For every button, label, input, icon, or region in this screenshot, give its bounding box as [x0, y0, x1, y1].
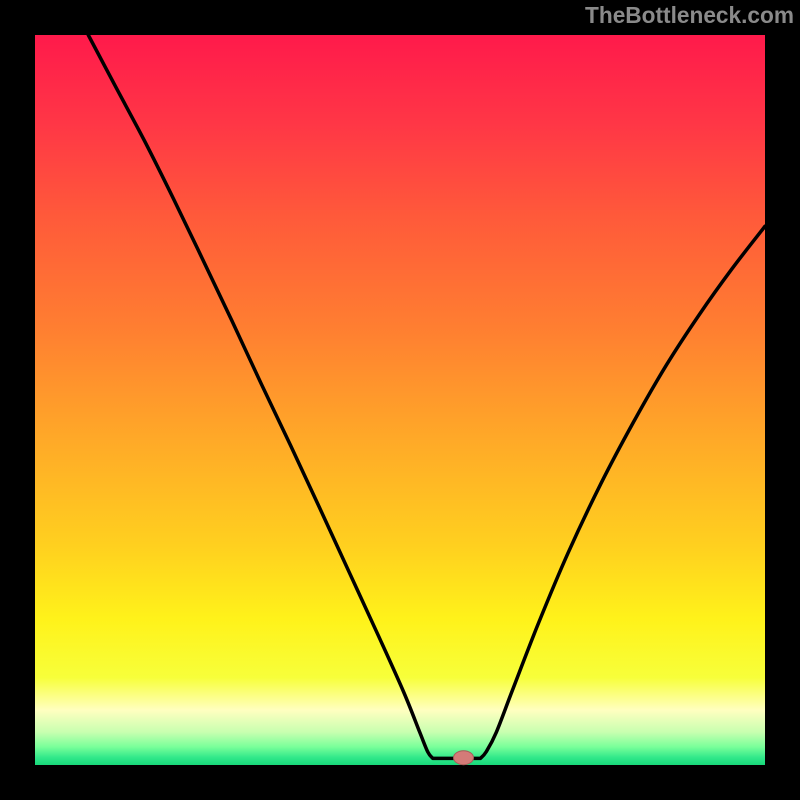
bottleneck-chart [0, 0, 800, 800]
chart-container: TheBottleneck.com [0, 0, 800, 800]
watermark-text: TheBottleneck.com [585, 2, 794, 29]
optimal-marker [454, 751, 474, 765]
